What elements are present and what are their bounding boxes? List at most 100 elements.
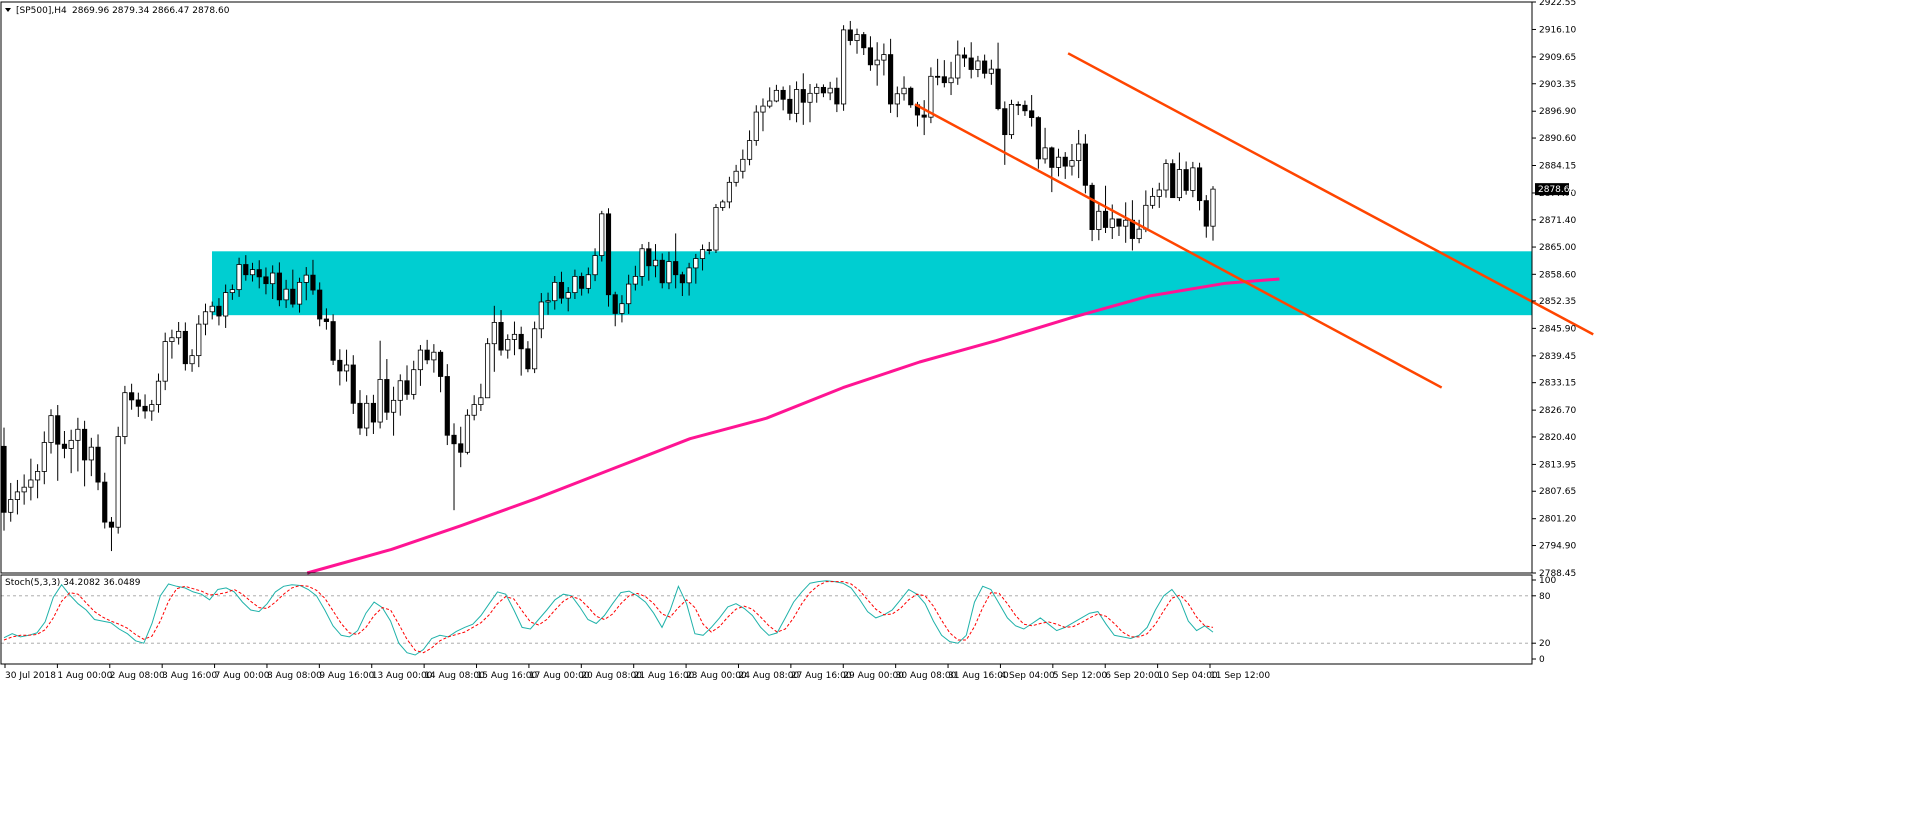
candle — [14, 479, 21, 515]
candle — [666, 251, 672, 290]
candle — [713, 204, 719, 254]
price-panel — [1, 20, 1594, 575]
candle — [1035, 116, 1041, 169]
candle — [572, 269, 578, 299]
price-tick-label: 2839.45 — [1539, 352, 1576, 362]
candle — [397, 374, 403, 416]
candle — [1, 427, 7, 531]
price-tick-label: 2884.15 — [1539, 162, 1576, 172]
candle — [921, 100, 927, 136]
price-tick-label: 2909.65 — [1539, 53, 1576, 63]
candle — [223, 284, 229, 328]
candle — [619, 295, 625, 323]
candle — [478, 383, 484, 411]
candle — [639, 244, 645, 286]
candle — [592, 248, 598, 282]
candle — [511, 321, 518, 356]
candle — [384, 359, 390, 420]
candle — [565, 287, 571, 312]
candle — [558, 271, 565, 304]
candle — [955, 40, 961, 85]
candle — [935, 58, 941, 86]
candle — [854, 28, 860, 54]
candle — [317, 282, 323, 327]
support-zone — [212, 251, 1532, 316]
candle — [874, 42, 880, 86]
candle — [1210, 186, 1216, 241]
candles-layer — [1, 20, 1216, 552]
candle — [243, 255, 249, 281]
candle — [888, 38, 894, 113]
candle — [357, 390, 363, 435]
price-tick-label: 2890.60 — [1539, 134, 1576, 144]
candle — [1008, 99, 1015, 139]
price-tick-label: 2788.45 — [1539, 569, 1576, 579]
candle — [1076, 129, 1082, 179]
candle — [202, 303, 209, 336]
candle — [48, 409, 54, 454]
candle — [901, 76, 907, 101]
candle — [679, 271, 685, 297]
candle — [229, 284, 235, 300]
candle — [464, 409, 471, 455]
candle — [652, 244, 659, 278]
candle — [471, 395, 477, 421]
candle — [605, 208, 612, 307]
dropdown-arrow-icon[interactable] — [5, 8, 11, 12]
candle — [330, 314, 336, 365]
candle — [881, 43, 887, 76]
candle — [505, 334, 511, 359]
stochastic-tick-label: 100 — [1539, 576, 1556, 586]
candle — [68, 429, 74, 474]
time-tick-label: 5 Sep 12:00 — [1053, 671, 1108, 681]
price-tick-label: 2794.90 — [1539, 542, 1576, 552]
candle — [458, 426, 464, 468]
candle — [1170, 159, 1176, 199]
candle — [82, 420, 88, 487]
time-tick-label: 27 Aug 16:00 — [791, 671, 852, 681]
candle — [1055, 148, 1062, 177]
time-tick-label: 9 Aug 16:00 — [319, 671, 374, 681]
stochastic-panel — [1, 580, 1532, 656]
candle — [908, 86, 914, 108]
candle — [236, 257, 242, 297]
candle — [142, 394, 148, 419]
candle — [626, 274, 632, 314]
candle — [1002, 101, 1008, 165]
candle — [404, 365, 410, 400]
candle — [693, 253, 699, 284]
candle — [941, 60, 947, 88]
candle — [767, 87, 773, 109]
candle — [1123, 202, 1129, 243]
stochastic-title: Stoch(5,3,3) 34.2082 36.0489 — [5, 578, 141, 588]
time-tick-label: 10 Sep 04:00 — [1158, 671, 1218, 681]
candle — [485, 338, 491, 399]
candle — [1156, 182, 1162, 208]
candle — [28, 458, 34, 501]
time-tick-label: 23 Aug 00:00 — [686, 671, 747, 681]
candle — [169, 329, 175, 359]
candle — [337, 349, 343, 386]
price-tick-label: 2922.55 — [1539, 0, 1576, 8]
candle — [216, 298, 222, 326]
candle — [1176, 152, 1182, 202]
price-tick-label: 2820.40 — [1539, 433, 1576, 443]
price-tick-label: 2858.60 — [1539, 270, 1576, 280]
time-tick-label: 2 Aug 08:00 — [110, 671, 165, 681]
price-tick-label: 2833.15 — [1539, 379, 1576, 389]
candle — [390, 386, 397, 436]
candle — [975, 55, 981, 78]
stochastic-main-line — [3, 580, 1214, 656]
candle — [686, 262, 692, 296]
candle — [491, 305, 497, 372]
candle — [249, 262, 256, 282]
candle — [867, 36, 874, 71]
symbol-title: [SP500],H4 — [16, 6, 67, 16]
candle — [1022, 100, 1028, 116]
time-tick-label: 7 Aug 00:00 — [215, 671, 270, 681]
candle — [1203, 195, 1209, 238]
candle — [364, 395, 370, 437]
candle — [1042, 127, 1048, 164]
header-label: [SP500],H4 2869.96 2879.34 2866.47 2878.… — [5, 6, 230, 16]
price-tick-label: 2852.35 — [1539, 297, 1576, 307]
